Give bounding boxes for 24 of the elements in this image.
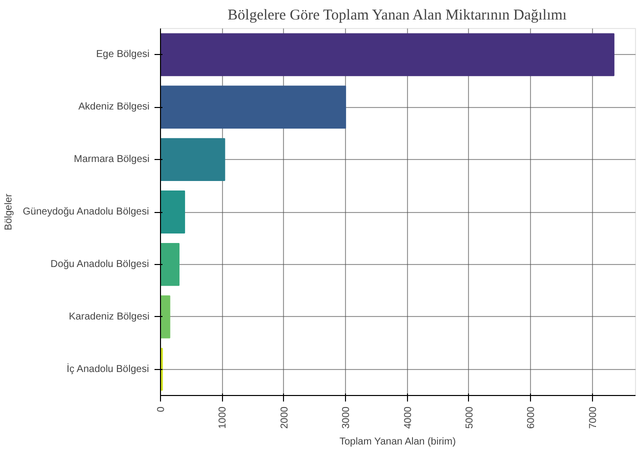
y-tick-label: Akdeniz Bölgesi (78, 102, 150, 113)
x-tick-label: 6000 (526, 406, 538, 429)
y-tick-label: İç Anadolu Bölgesi (66, 362, 149, 375)
x-axis-title: Toplam Yanan Alan (birim) (339, 436, 456, 448)
x-tick-label: 2000 (279, 406, 290, 429)
bar (160, 86, 346, 129)
bar (160, 242, 180, 286)
x-tick-label: 1000 (218, 406, 229, 429)
y-axis-title: Bölgeler (4, 192, 15, 230)
y-tick-label: Karadeniz Bölgesi (68, 311, 150, 322)
bar (160, 295, 170, 338)
bar (160, 138, 226, 182)
bar (160, 33, 614, 76)
x-tick-label: 4000 (402, 406, 414, 429)
x-tick-label: 3000 (341, 406, 352, 429)
y-tick-label: Doğu Anadolu Bölgesi (50, 258, 149, 270)
x-tick-label: 0 (156, 406, 167, 412)
y-tick-label: Marmara Bölgesi (74, 154, 150, 166)
y-tick-label: Güneydoğu Anadolu Bölgesi (22, 206, 149, 218)
chart-title: Bölgelere Göre Toplam Yanan Alan Miktarının Dağılımı (228, 8, 567, 24)
bar (160, 190, 186, 234)
x-tick-label: 5000 (464, 406, 476, 429)
y-tick-label: Ege Bölgesi (96, 49, 150, 60)
x-tick-label: 7000 (588, 406, 599, 429)
